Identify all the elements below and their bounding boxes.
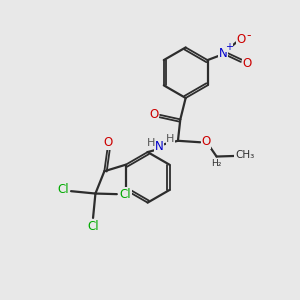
Text: H: H (146, 138, 155, 148)
Text: Cl: Cl (88, 220, 100, 233)
Text: O: O (103, 136, 112, 149)
Text: N: N (219, 47, 227, 60)
Text: O: O (243, 57, 252, 70)
Text: +: + (225, 42, 233, 52)
Text: CH₃: CH₃ (235, 150, 254, 160)
Text: -: - (247, 29, 251, 42)
Text: O: O (236, 33, 245, 46)
Text: Cl: Cl (57, 184, 68, 196)
Text: H₂: H₂ (212, 159, 222, 168)
Text: N: N (154, 140, 163, 153)
Text: O: O (149, 108, 158, 121)
Text: O: O (202, 135, 211, 148)
Text: H: H (166, 134, 175, 144)
Text: Cl: Cl (119, 188, 131, 201)
